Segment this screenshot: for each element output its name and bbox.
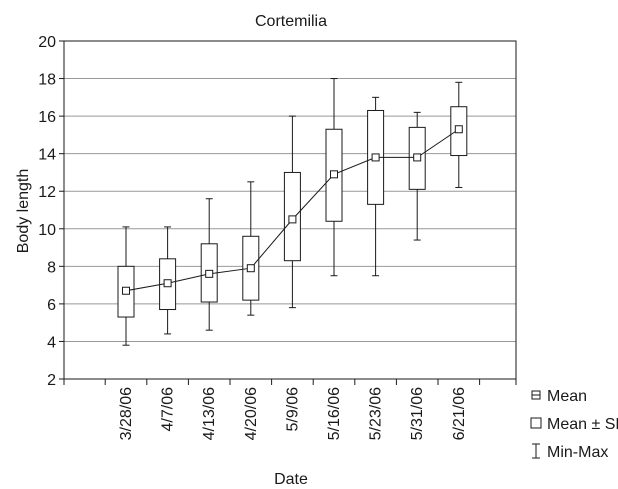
y-tick-label: 6 — [47, 297, 56, 314]
legend-item-minmax: Min-Max — [532, 443, 608, 461]
mean-point — [288, 215, 297, 224]
x-tick-label: 5/16/06 — [326, 387, 343, 440]
legend-label: Mean — [547, 388, 587, 405]
y-tick-label: 20 — [38, 34, 56, 51]
plot-frame — [63, 40, 517, 380]
mean-point — [330, 170, 338, 179]
legend-item-sd: Mean ± SD — [530, 416, 618, 433]
x-tick-label: 6/21/06 — [451, 387, 468, 440]
x-tick-label: 5/9/06 — [284, 387, 301, 432]
x-tick-label: 4/20/06 — [243, 387, 260, 440]
y-tick-label: 8 — [47, 259, 56, 276]
mean-point — [163, 279, 172, 288]
x-axis-label: Date — [274, 471, 308, 488]
y-tick-label: 16 — [38, 109, 56, 126]
mean-point — [413, 153, 422, 162]
y-tick-label: 2 — [47, 372, 56, 389]
x-tick-label: 4/7/06 — [160, 387, 177, 432]
legend: Mean Mean ± SD Min-Max — [530, 388, 618, 461]
x-tick-label: 4/13/06 — [201, 387, 218, 440]
mean-point — [246, 264, 255, 273]
y-tick-label: 10 — [38, 222, 56, 239]
legend-label: Min-Max — [547, 444, 608, 461]
y-axis-label: Body length — [15, 169, 32, 254]
x-tick-label: 5/31/06 — [409, 387, 426, 440]
x-tick-label: 3/28/06 — [118, 387, 135, 440]
y-tick-label: 12 — [38, 184, 56, 201]
y-tick-label: 4 — [47, 334, 56, 351]
y-axis: 2 4 6 8 10 12 14 16 18 20 — [38, 34, 64, 389]
box-square-icon — [530, 417, 542, 429]
mean-point — [205, 269, 214, 278]
x-tick-label: 5/23/06 — [368, 387, 385, 440]
box-series — [117, 78, 468, 346]
chart-title: Cortemilia — [255, 13, 327, 30]
legend-item-mean: Mean — [531, 388, 587, 405]
y-tick-label: 18 — [38, 72, 56, 89]
mean-point — [122, 286, 130, 295]
y-tick-label: 14 — [38, 147, 56, 164]
legend-label: Mean ± SD — [547, 416, 618, 433]
x-axis: 3/28/06 4/7/06 4/13/06 4/20/06 5/9/06 5/16/06… — [63, 379, 517, 440]
mean-point — [371, 153, 380, 162]
mean-point — [454, 125, 463, 134]
